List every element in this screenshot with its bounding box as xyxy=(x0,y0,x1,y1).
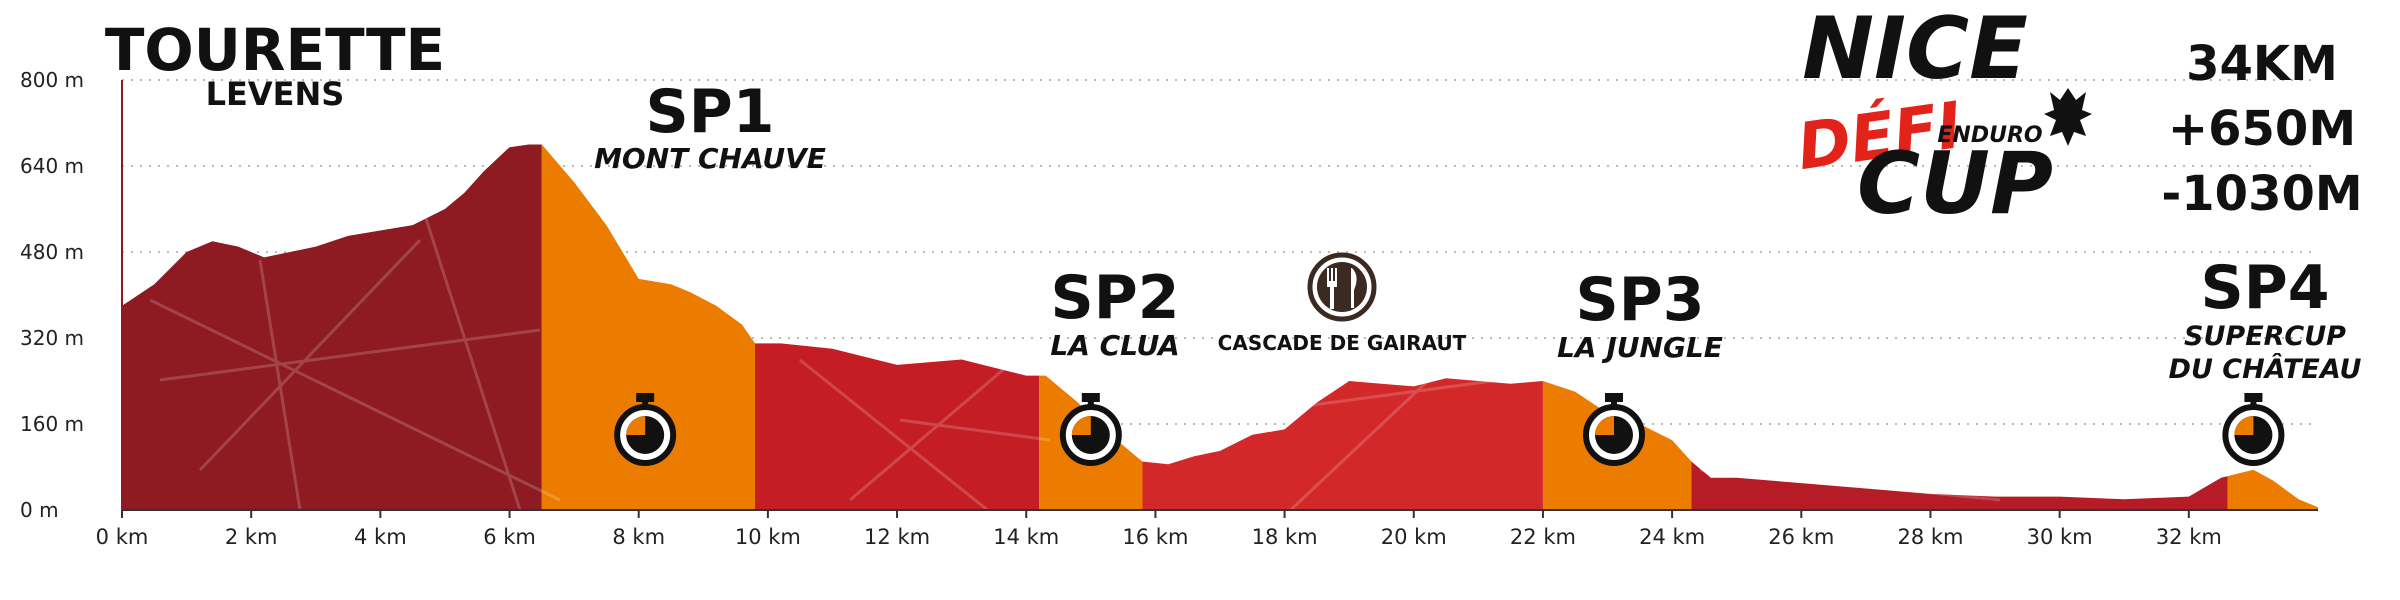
y-axis: 0 m 160 m 320 m 480 m 640 m 800 m xyxy=(20,68,84,522)
x-tick-label: 20 km xyxy=(1381,525,1447,549)
y-tick-label: 0 m xyxy=(20,498,59,522)
x-tick-label: 2 km xyxy=(225,525,278,549)
fork-knife-icon xyxy=(1307,252,1377,322)
x-tick-label: 10 km xyxy=(735,525,801,549)
x-tick-label: 24 km xyxy=(1639,525,1705,549)
y-tick-label: 480 m xyxy=(20,240,84,264)
logo-line1: NICE xyxy=(1802,0,2028,99)
sp3-title: SP3 xyxy=(1576,265,1705,335)
sp1-subtitle: MONT CHAUVE xyxy=(594,142,826,175)
sp4-subtitle-line2: DU CHÂTEAU xyxy=(2169,353,2362,385)
x-tick-label: 8 km xyxy=(612,525,665,549)
texture-line xyxy=(799,358,1001,510)
texture-line xyxy=(149,298,561,502)
x-tick-label: 6 km xyxy=(483,525,536,549)
logo-line3: ENDURO xyxy=(1937,123,2042,148)
start-subtitle: LEVENS xyxy=(206,75,345,113)
texture-line xyxy=(258,259,302,510)
y-tick-label: 320 m xyxy=(20,326,84,350)
x-tick-label: 12 km xyxy=(864,525,930,549)
y-tick-label: 800 m xyxy=(20,68,84,92)
texture-line xyxy=(159,328,541,382)
stopwatch-icon xyxy=(614,393,677,466)
stage-timers xyxy=(614,393,2285,466)
stopwatch-icon xyxy=(1059,393,1122,466)
sp2-subtitle: LA CLUA xyxy=(1050,329,1179,362)
start-title: TOURETTE xyxy=(105,16,445,84)
logo-line4: CUP xyxy=(1857,134,2053,234)
sp1-title: SP1 xyxy=(646,77,775,147)
x-tick-label: 14 km xyxy=(993,525,1059,549)
sp4-title: SP4 xyxy=(2201,253,2330,323)
texture-line xyxy=(899,418,1051,442)
x-tick-label: 0 km xyxy=(96,525,149,549)
nice-defi-enduro-cup-logo: NICE DÉFI ENDURO CUP xyxy=(1793,0,2092,234)
texture-line xyxy=(418,199,522,510)
x-tick-label: 16 km xyxy=(1122,525,1188,549)
stat-ascent: +650M xyxy=(2168,101,2356,157)
eagle-icon xyxy=(2044,88,2092,146)
sp4-subtitle-line1: SUPERCUP xyxy=(2184,321,2346,352)
y-tick-label: 160 m xyxy=(20,412,84,436)
x-axis: 0 km 2 km 4 km 6 km 8 km 10 km 12 km 14 km 16 km… xyxy=(96,510,2222,549)
sp2-title: SP2 xyxy=(1051,263,1180,333)
liaison-segment xyxy=(754,144,1040,510)
stopwatch-icon xyxy=(1582,393,1645,466)
y-tick-label: 640 m xyxy=(20,154,84,178)
texture-line xyxy=(198,238,422,472)
stat-distance: 34KM xyxy=(2186,36,2338,92)
x-tick-label: 28 km xyxy=(1897,525,1963,549)
x-tick-label: 4 km xyxy=(354,525,407,549)
stat-descent: -1030M xyxy=(2161,166,2362,222)
x-tick-label: 26 km xyxy=(1768,525,1834,549)
map-texture xyxy=(149,199,2251,510)
grid-lines xyxy=(122,79,2318,425)
x-tick-label: 32 km xyxy=(2156,525,2222,549)
liaison-segment xyxy=(122,144,542,510)
x-tick-label: 22 km xyxy=(1510,525,1576,549)
stopwatch-icon xyxy=(2222,393,2285,466)
food-stop-label: CASCADE DE GAIRAUT xyxy=(1218,331,1467,355)
texture-line xyxy=(1278,358,1452,510)
x-tick-label: 18 km xyxy=(1252,525,1318,549)
x-tick-label: 30 km xyxy=(2027,525,2093,549)
sp3-subtitle: LA JUNGLE xyxy=(1557,331,1723,364)
